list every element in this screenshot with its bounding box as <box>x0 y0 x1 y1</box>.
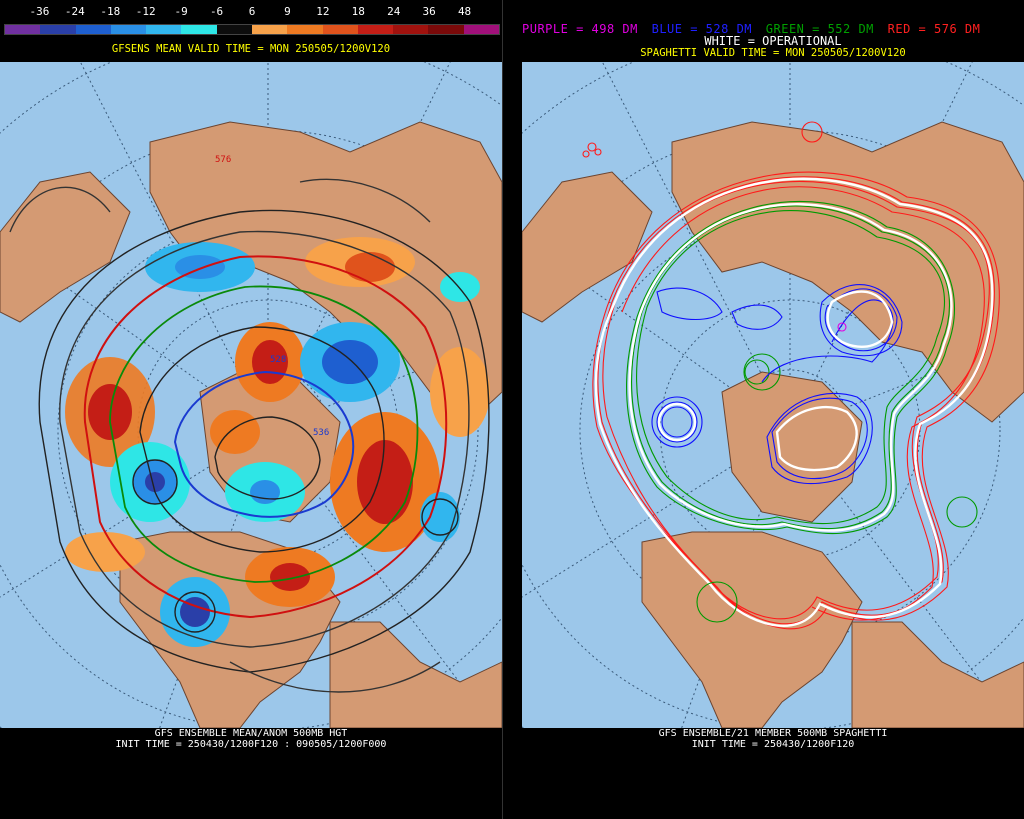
green-552-contours <box>626 200 978 623</box>
ensemble-mean-map: 576 528 536 <box>0 62 502 728</box>
operational-576 <box>594 177 994 627</box>
label-536: 536 <box>313 428 329 438</box>
left-valid-time: GFSENS MEAN VALID TIME = MON 250505/1200… <box>111 43 391 55</box>
colorbar-swatch <box>287 25 323 34</box>
colorbar-swatch <box>40 25 76 34</box>
colorbar-swatch <box>216 25 252 34</box>
operational-528-b <box>657 402 697 442</box>
colorbar-swatch <box>251 25 288 34</box>
colorbar-swatch <box>110 25 147 34</box>
colorbar-tick-label: -24 <box>64 5 85 18</box>
operational-552 <box>628 203 953 532</box>
red-576-specks <box>582 121 823 158</box>
right-footer-init: INIT TIME = 250430/1200F120 <box>691 739 855 750</box>
colorbar-tick-label: -12 <box>135 5 156 18</box>
spaghetti-map <box>522 62 1024 728</box>
operational-528-c <box>775 405 858 472</box>
land-masses <box>522 121 1024 728</box>
colorbar-tick-label: 9 <box>284 5 291 18</box>
colorbar-tick-label: 48 <box>457 5 472 18</box>
colorbar-swatch <box>463 25 499 34</box>
colorbar-swatch <box>357 25 394 34</box>
colorbar-swatch <box>322 25 358 34</box>
legend-red: RED = 576 DM <box>887 22 981 36</box>
colorbar-tick-label: -9 <box>174 5 188 18</box>
legend-white-operational: WHITE = OPERATIONAL <box>704 34 842 48</box>
label-528: 528 <box>270 355 286 365</box>
colorbar-tick-label: -6 <box>209 5 224 18</box>
colorbar-swatches <box>4 24 500 35</box>
operational-528-a <box>826 290 894 349</box>
colorbar-swatch <box>181 25 217 34</box>
colorbar-tick-label: -18 <box>100 5 121 18</box>
colorbar-tick-label: 12 <box>316 5 330 18</box>
left-footer-init: INIT TIME = 250430/1200F120 : 090505/120… <box>115 739 387 750</box>
spaghetti-map-graphic <box>522 62 1024 728</box>
colorbar-tick-label: 18 <box>351 5 365 18</box>
colorbar-swatch <box>5 25 41 34</box>
right-footer-title: GFS ENSEMBLE/21 MEMBER 500MB SPAGHETTI <box>658 728 888 739</box>
anomaly-colorbar: -36 -24 -18 -12 -9 -6 6 9 12 18 24 36 48 <box>4 2 500 36</box>
spaghetti-legend: PURPLE = 498 DM BLUE = 528 DM GREEN = 55… <box>522 22 1024 36</box>
blue-528-contours <box>651 284 903 485</box>
mean-anomaly-map-graphic: 576 528 536 <box>0 62 502 728</box>
legend-blue: BLUE = 528 DM <box>651 22 753 36</box>
colorbar-tick-label: -36 <box>29 5 50 18</box>
colorbar-labels: -36 -24 -18 -12 -9 -6 6 9 12 18 24 36 48 <box>4 2 500 18</box>
left-footer-title: GFS ENSEMBLE MEAN/ANOM 500MB HGT <box>154 728 348 739</box>
purple-498-contours <box>837 322 847 332</box>
ensemble-mean-panel: -36 -24 -18 -12 -9 -6 6 9 12 18 24 36 48 GFSENS MEAN… <box>0 0 503 819</box>
colorbar-swatch <box>393 25 429 34</box>
label-576: 576 <box>215 155 231 165</box>
colorbar-tick-label: 36 <box>422 5 436 18</box>
right-valid-time: SPAGHETTI VALID TIME = MON 250505/1200V1… <box>640 47 906 59</box>
legend-green: GREEN = 552 DM <box>765 22 874 36</box>
colorbar-tick-label: 24 <box>387 5 401 18</box>
colorbar-swatch <box>428 25 464 34</box>
height-contours <box>9 178 490 693</box>
negative-anomalies <box>110 242 480 647</box>
legend-purple: PURPLE = 498 DM <box>522 22 638 36</box>
colorbar-swatch <box>75 25 111 34</box>
colorbar-tick-label: 6 <box>248 5 256 18</box>
spaghetti-panel: PURPLE = 498 DM BLUE = 528 DM GREEN = 55… <box>522 0 1024 819</box>
spaghetti-contours <box>582 121 1000 630</box>
colorbar-swatch <box>146 25 182 34</box>
